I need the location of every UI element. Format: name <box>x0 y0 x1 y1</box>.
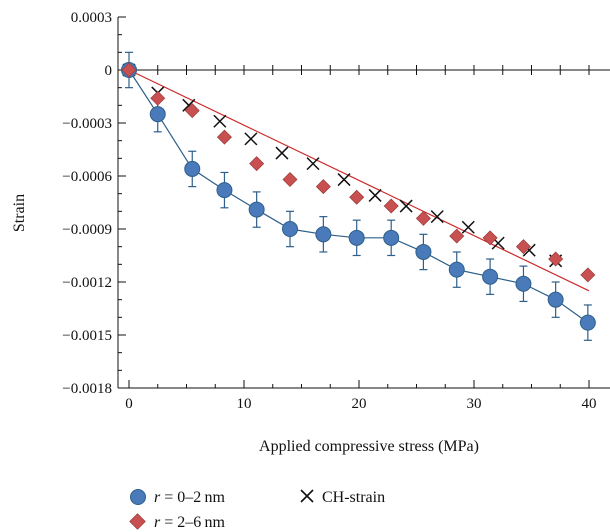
series-2-point <box>150 90 166 106</box>
legend-marker-circle <box>130 489 146 505</box>
y-tick-label: −0.0009 <box>62 222 112 238</box>
series-1-point <box>448 261 465 278</box>
y-tick-label: −0.0006 <box>62 169 112 185</box>
x-tick-label: 30 <box>467 396 482 412</box>
legend-label-series-3: CH-strain <box>322 489 385 506</box>
x-axis-title: Applied compressive stress (MPa) <box>259 438 479 455</box>
series-1-point <box>415 243 432 260</box>
y-tick-label: 0.0003 <box>71 10 112 26</box>
legend-label-series-2: r = 2–6 nm <box>154 514 225 531</box>
legend-label-series-2-value: = 2–6 nm <box>160 514 225 531</box>
series-2-point <box>580 267 596 283</box>
series-2-point <box>449 228 465 244</box>
series-2-point <box>216 129 232 145</box>
series-2-point <box>315 179 331 195</box>
series-1-point <box>282 221 298 237</box>
series-2-point <box>349 189 365 205</box>
legend-label-series-1: r = 0–2 nm <box>154 489 225 506</box>
series-1-point <box>515 275 532 292</box>
series-1-point <box>383 229 400 246</box>
series-3-point <box>430 210 444 224</box>
legend-item-series-1: r = 0–2 nm <box>130 489 225 506</box>
series-3-point <box>244 132 258 146</box>
x-tick-label: 20 <box>352 396 367 412</box>
series-1-point <box>315 226 332 243</box>
series-1-point <box>184 160 201 177</box>
series-1-point <box>547 291 564 308</box>
legend-marker-diamond <box>129 513 146 530</box>
legend-label-series-2-symbol: r <box>154 514 161 531</box>
series-2-point <box>383 198 399 214</box>
legend-item-series-2: r = 2–6 nm <box>129 513 225 531</box>
series-2-point <box>482 230 498 246</box>
series-3-point <box>213 114 227 128</box>
series-2-point <box>282 172 298 188</box>
series-3-point <box>368 188 382 202</box>
series-1-point <box>248 201 265 218</box>
legend-label-series-1-value: = 0–2 nm <box>160 489 225 506</box>
series-2-point <box>548 251 564 267</box>
y-tick-label: −0.0018 <box>62 381 112 397</box>
series-1-point <box>348 229 365 246</box>
series-3-point <box>306 157 320 171</box>
series-2-point <box>184 103 200 119</box>
series-2-point <box>415 210 431 226</box>
y-tick-label: −0.0003 <box>62 116 112 132</box>
y-tick-label: 0 <box>105 63 113 79</box>
y-tick-label: −0.0015 <box>62 328 112 344</box>
x-tick-label: 40 <box>582 396 597 412</box>
series-2-point <box>121 62 137 78</box>
series-1-point <box>149 106 166 123</box>
series-3-point <box>275 146 289 160</box>
series-2-point <box>515 239 531 255</box>
series-1-point <box>579 314 596 331</box>
legend-item-series-3: CH-strain <box>300 489 385 506</box>
series-3-point <box>461 220 475 234</box>
series-3-point <box>399 199 413 213</box>
series-1-point <box>482 268 499 285</box>
y-tick-label: −0.0012 <box>62 275 112 291</box>
series-3-point <box>337 173 351 187</box>
x-tick-label: 0 <box>125 396 133 412</box>
fit-line <box>128 69 590 292</box>
x-tick-label: 10 <box>237 396 252 412</box>
series-1-point <box>216 182 233 199</box>
series-2-point <box>249 156 265 172</box>
y-axis-title: Strain <box>11 194 28 232</box>
legend: r = 0–2 nm r = 2–6 nm CH-strain <box>129 489 385 531</box>
legend-label-series-1-symbol: r <box>154 489 161 506</box>
legend-marker-x <box>300 489 314 503</box>
